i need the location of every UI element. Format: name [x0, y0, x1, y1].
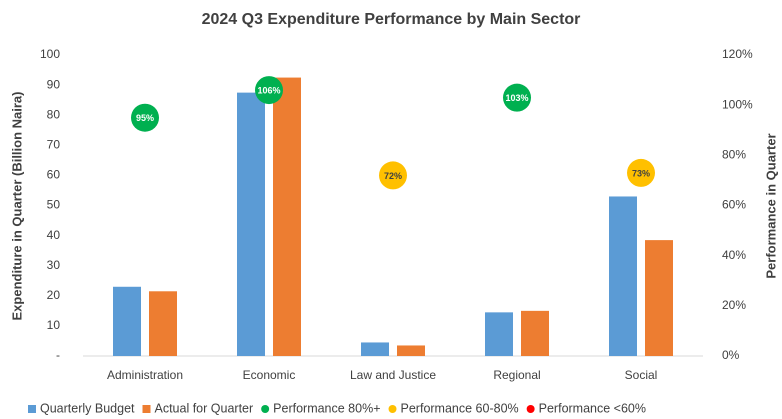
y-tick-label: -: [56, 348, 60, 362]
legend-label: Performance 80%+: [273, 401, 380, 415]
y2-tick-label: 20%: [722, 298, 746, 312]
y2-axis-title: Performance in Quarter: [763, 133, 778, 278]
chart-title: 2024 Q3 Expenditure Performance by Main …: [202, 11, 581, 28]
data-label: 103%: [505, 93, 528, 103]
y2-tick-label: 0%: [722, 348, 740, 362]
bar: [645, 240, 673, 356]
performance-marker: [503, 83, 531, 112]
bar: [485, 312, 513, 356]
performance-marker: [255, 76, 283, 105]
data-label: 73%: [632, 168, 650, 178]
legend-label: Performance 60-80%: [401, 401, 519, 415]
legend-label: Quarterly Budget: [40, 401, 135, 415]
y-tick-label: 40: [47, 228, 61, 242]
bar: [237, 92, 265, 356]
bar: [521, 310, 549, 356]
y2-tick-label: 60%: [722, 198, 746, 212]
data-label: 106%: [257, 85, 280, 95]
x-tick-label: Administration: [107, 368, 183, 382]
y2-tick-label: 120%: [722, 47, 753, 61]
y-tick-label: 30: [47, 258, 61, 272]
data-label: 72%: [384, 171, 402, 181]
y2-tick-label: 100%: [722, 97, 753, 111]
y-tick-label: 100: [40, 47, 60, 61]
y-tick-label: 60: [47, 168, 61, 182]
performance-marker: [627, 158, 655, 187]
performance-marker: [379, 161, 407, 190]
legend-swatch: [28, 405, 36, 413]
bar: [149, 291, 177, 356]
y2-tick-label: 80%: [722, 148, 746, 162]
bar: [397, 345, 425, 356]
legend-swatch: [388, 405, 397, 413]
x-tick-label: Social: [625, 368, 658, 382]
y-tick-label: 50: [47, 198, 61, 212]
bar: [273, 77, 301, 356]
x-tick-label: Economic: [243, 368, 296, 382]
y-tick-label: 90: [47, 77, 61, 91]
x-tick-label: Regional: [493, 368, 540, 382]
legend-swatch: [526, 405, 535, 413]
data-label: 95%: [136, 113, 154, 123]
legend-label: Performance <60%: [539, 401, 646, 415]
bar: [361, 342, 389, 356]
y-tick-label: 10: [47, 318, 61, 332]
legend-label: Actual for Quarter: [155, 401, 254, 415]
legend-swatch: [142, 405, 151, 413]
bar: [609, 196, 637, 356]
y-axis-title: Expenditure in Quarter (Billion Naira): [9, 92, 24, 321]
y-tick-label: 70: [47, 137, 61, 151]
bar: [113, 286, 141, 356]
x-tick-label: Law and Justice: [350, 368, 436, 382]
y2-tick-label: 40%: [722, 248, 746, 262]
legend-swatch: [261, 405, 270, 413]
y-tick-label: 80: [47, 107, 61, 121]
y-tick-label: 20: [47, 288, 61, 302]
performance-marker: [131, 103, 159, 132]
